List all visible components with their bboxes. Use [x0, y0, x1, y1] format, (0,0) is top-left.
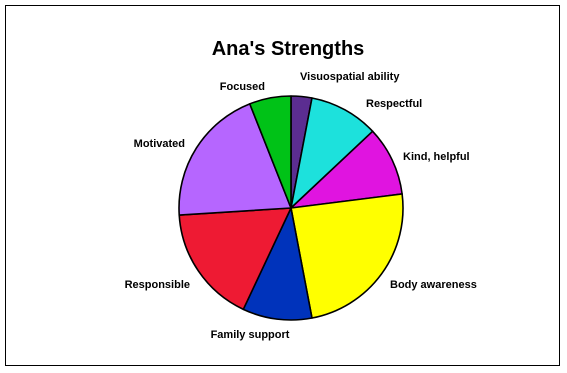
- slice-label-family-support: Family support: [211, 329, 290, 341]
- slice-labels: Visuospatial ability Respectful Kind, help…: [125, 71, 477, 341]
- chart-title: Ana's Strengths: [212, 38, 365, 60]
- slice-label-motivated: Motivated: [134, 138, 185, 150]
- slice-label-visuospatial-ability: Visuospatial ability: [300, 71, 400, 83]
- pie-slice-focused: [248, 95, 292, 209]
- slice-label-kind-helpful: Kind, helpful: [403, 151, 470, 163]
- pie-slice-body-awareness: [290, 193, 404, 319]
- slice-label-respectful: Respectful: [366, 98, 422, 110]
- pie-slice-responsible: [178, 207, 292, 311]
- slice-label-focused: Focused: [220, 81, 265, 93]
- pie-slice-motivated: [178, 103, 292, 216]
- pie-slices: [178, 95, 404, 321]
- slice-label-responsible: Responsible: [125, 279, 190, 291]
- slice-label-body-awareness: Body awareness: [390, 279, 477, 291]
